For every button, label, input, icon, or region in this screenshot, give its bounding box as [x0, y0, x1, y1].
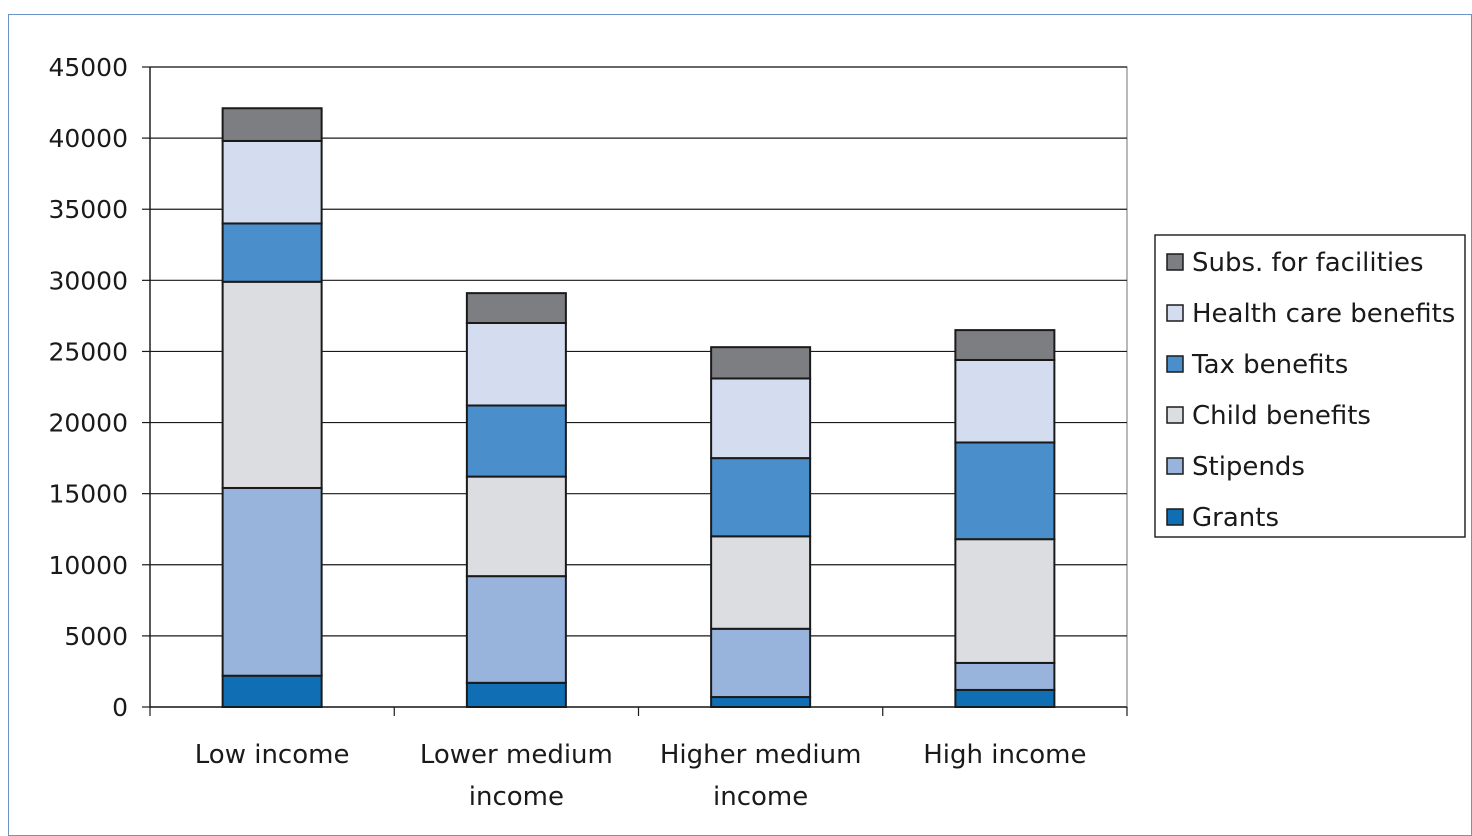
- bar-segment: [954, 538, 1056, 664]
- x-category-label: income: [469, 782, 564, 812]
- bar-segment: [221, 222, 323, 283]
- legend-label: Child benefits: [1192, 401, 1371, 431]
- legend-swatch: [1166, 304, 1184, 322]
- bar-segment: [710, 377, 812, 460]
- legend-label: Stipends: [1192, 452, 1305, 482]
- bar-segment: [954, 688, 1056, 709]
- y-tick-label: 10000: [48, 551, 128, 580]
- bar-segment: [465, 404, 567, 478]
- legend-swatch: [1166, 355, 1184, 373]
- y-tick-label: 15000: [48, 480, 128, 509]
- bar-segment: [221, 280, 323, 489]
- bar-segment: [954, 329, 1056, 361]
- legend-item: Health care benefits: [1166, 299, 1455, 329]
- legend: Subs. for facilities Health care benefits…: [1154, 234, 1466, 538]
- legend-label: Health care benefits: [1192, 299, 1455, 329]
- bar-stack: [710, 346, 812, 708]
- bar-stack: [221, 107, 323, 709]
- bar-segment: [710, 457, 812, 538]
- bar-segment: [710, 627, 812, 699]
- bar-segment: [465, 575, 567, 684]
- x-category-label: High income: [923, 740, 1086, 770]
- bar-segment: [221, 674, 323, 709]
- legend-label: Grants: [1192, 503, 1279, 533]
- bar-segment: [465, 681, 567, 708]
- bar-segment: [221, 486, 323, 677]
- legend-swatch: [1166, 508, 1184, 526]
- legend-swatch: [1166, 457, 1184, 475]
- bar-stacks: [221, 107, 1056, 709]
- bar-segment: [954, 441, 1056, 541]
- x-category-label: Higher medium: [660, 740, 862, 770]
- bar-segment: [710, 696, 812, 708]
- bar-segment: [465, 292, 567, 324]
- y-tick-label: 35000: [48, 195, 128, 224]
- legend-swatch: [1166, 253, 1184, 271]
- bar-segment: [221, 107, 323, 142]
- legend-item: Grants: [1166, 503, 1279, 533]
- bar-stack: [465, 292, 567, 708]
- y-tick-label: 25000: [48, 337, 128, 366]
- axes: 0 5000 10000 15000 20000 25000 30000 35000 40000…: [48, 53, 1128, 812]
- bar-segment: [710, 535, 812, 630]
- legend-label: Tax benefits: [1191, 350, 1348, 380]
- y-tick-label: 40000: [48, 124, 128, 153]
- y-tick-label: 30000: [48, 266, 128, 295]
- legend-item: Child benefits: [1166, 401, 1371, 431]
- bar-stack: [954, 329, 1056, 709]
- y-tick-label: 20000: [48, 409, 128, 438]
- x-category-label: Lower medium: [420, 740, 613, 770]
- bar-segment: [221, 139, 323, 225]
- legend-item: Tax benefits: [1166, 350, 1348, 380]
- y-tick-label: 5000: [64, 622, 128, 651]
- bar-segment: [954, 358, 1056, 444]
- legend-item: Subs. for facilities: [1166, 248, 1424, 278]
- x-category-label: income: [713, 782, 808, 812]
- bar-segment: [710, 346, 812, 380]
- legend-swatch: [1166, 406, 1184, 424]
- legend-item: Stipends: [1166, 452, 1305, 482]
- bar-segment: [465, 475, 567, 578]
- x-category-label: Low income: [195, 740, 350, 770]
- legend-box: [1154, 234, 1466, 538]
- bar-segment: [465, 322, 567, 407]
- bar-segment: [954, 661, 1056, 691]
- y-tick-label: 45000: [48, 53, 128, 82]
- legend-label: Subs. for facilities: [1192, 248, 1424, 278]
- y-tick-label: 0: [112, 693, 128, 722]
